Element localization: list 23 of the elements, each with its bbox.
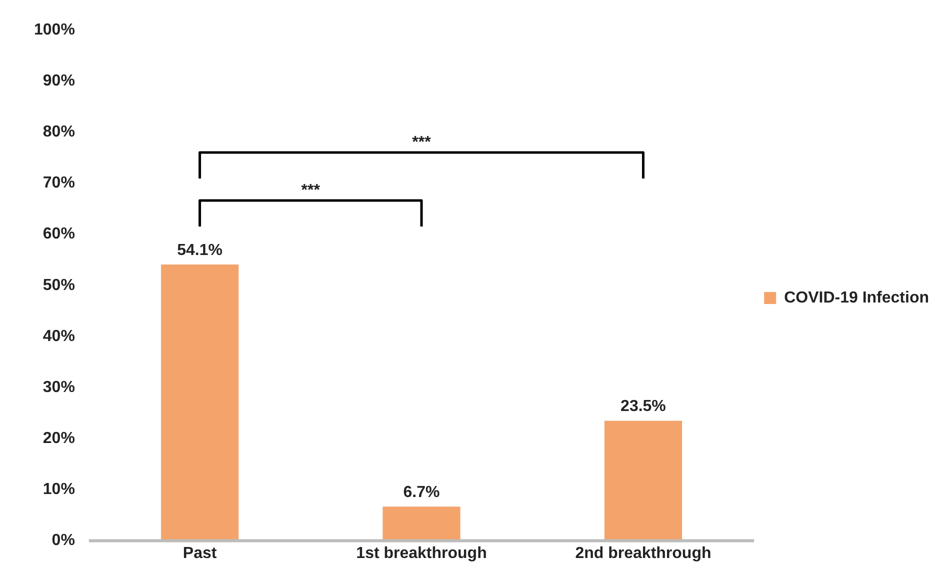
x-tick-label: 2nd breakthrough [575,544,712,562]
bar [604,420,682,541]
y-tick-label: 100% [34,21,75,38]
y-tick-label: 80% [42,124,75,141]
y-tick-label: 20% [42,430,75,448]
x-tick-label: 1st breakthrough [356,544,487,562]
x-tick-label: Past [182,544,218,562]
annotation: *** [301,182,321,199]
bar [160,264,239,541]
y-tick-label: 70% [42,174,75,192]
data-label: 6.7% [403,484,440,501]
y-tick-label: 60% [42,226,75,243]
annotation: *** [412,134,432,151]
y-tick-label: 40% [42,328,75,345]
y-tick-label: 90% [42,72,75,90]
legend-label: COVID-19 Infection [784,289,929,306]
y-tick-label: 50% [42,276,75,294]
y-tick-label: 0% [52,532,75,550]
data-label: 54.1% [177,242,222,259]
y-tick-label: 30% [42,378,75,396]
bar [382,506,460,541]
data-label: 23.5% [620,398,666,416]
y-tick-label: 10% [42,481,75,498]
